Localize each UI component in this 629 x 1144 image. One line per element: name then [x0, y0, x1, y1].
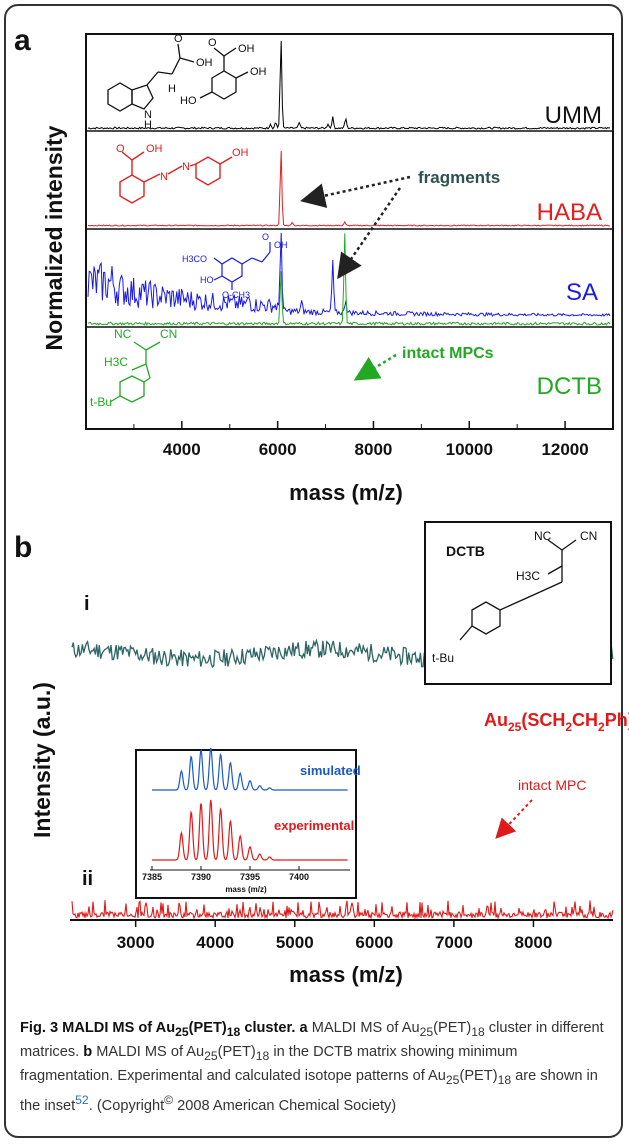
sa-ho-label: HO [200, 275, 214, 285]
sa-oh-label: OH [274, 240, 288, 250]
haba-o-label: O [116, 143, 125, 155]
trace-haba [87, 150, 611, 227]
haba-n2-label: N [182, 161, 190, 173]
sa-structure [213, 242, 271, 290]
panel-a-ylabel: Normalized intensity [41, 125, 67, 350]
figure-caption: Fig. 3 MALDI MS of Au25(PET)18 cluster. … [20, 1020, 604, 1114]
trace-ii-label: ii [82, 868, 93, 890]
umm-o-label: O [174, 33, 183, 45]
intact-mpc-arrow [495, 799, 533, 839]
isotope-xlabel: mass (m/z) [225, 885, 267, 894]
caption-copyright: (Copyright© 2008 American Chemical Socie… [96, 1092, 397, 1114]
xtick-b-label: 8000 [515, 933, 553, 952]
caption-a-label: a [299, 1020, 308, 1036]
haba-structure [119, 151, 233, 204]
caption-b-label: b [83, 1043, 93, 1060]
simulated-label: simulated [300, 763, 361, 778]
figure-svg: a Normalized intensity 4000 6000 8000 10000… [14, 24, 629, 987]
umm-ho-label: HO [180, 95, 197, 107]
xtick-a-label: 10000 [446, 440, 493, 459]
isotope-experimental-line [152, 799, 348, 861]
umm-n-label: N [144, 109, 152, 121]
umm-oh3-label: OH [250, 66, 267, 78]
dctb-inset-cn: CN [580, 529, 597, 543]
xtick-b-label: 7000 [435, 933, 473, 952]
fragments-arrow-2 [337, 187, 402, 280]
haba-oh-label: OH [146, 143, 163, 155]
panel-a-axes [85, 33, 614, 430]
umm-h-label: H [168, 83, 176, 95]
series-label-umm: UMM [545, 102, 602, 129]
trace-sa [87, 232, 611, 318]
caption-title: Fig. 3 MALDI MS of Au25(PET)18 cluster. [20, 1020, 296, 1039]
dctb-inset-box [424, 521, 612, 685]
xtick-b-label: 6000 [355, 933, 393, 952]
fragments-arrow-1 [300, 175, 411, 208]
xtick-b-label: 5000 [276, 933, 314, 952]
isotope-tick-label: 7385 [142, 872, 162, 882]
xtick-a-label: 6000 [259, 440, 297, 459]
dctb-inset-tbu: t-Bu [432, 651, 454, 665]
series-label-haba: HABA [537, 199, 602, 226]
trace-i-label: i [84, 593, 90, 615]
dctb-a-tbu-label: t-Bu [90, 395, 112, 409]
xtick-a-label: 12000 [541, 440, 588, 459]
dctb-inset-structure [459, 539, 577, 641]
isotope-simulated-line [152, 747, 348, 791]
panel-b-letter: b [14, 531, 32, 564]
panel-b-ylabel: Intensity (a.u.) [29, 682, 55, 838]
cluster-label: Au25(SCH2CH2Ph)18 [484, 710, 629, 734]
isotope-inset [135, 749, 357, 899]
haba-oh2-label: OH [232, 147, 249, 159]
dctb-inset-h3c: H3C [516, 569, 540, 583]
xtick-a-label: 4000 [163, 440, 201, 459]
isotope-tick-label: 7390 [191, 872, 211, 882]
series-label-sa: SA [566, 279, 598, 306]
panel-a-traces [87, 40, 611, 327]
dctb-inset-nc: NC [534, 529, 552, 543]
caption-a-text: MALDI MS of Au25(PET)18 cluster in diffe… [20, 1020, 604, 1060]
umm-oh1-label: OH [196, 57, 213, 69]
caption-b-text: MALDI MS of Au25(PET)18 in the DCTB matr… [20, 1043, 598, 1114]
xtick-b-label: 3000 [117, 933, 155, 952]
haba-n1-label: N [160, 171, 168, 183]
xtick-b-label: 4000 [196, 933, 234, 952]
trace-umm [87, 40, 611, 130]
trace-dctb [87, 233, 611, 327]
trace-ii-line [71, 899, 614, 920]
panel-b-xticks: 3000 4000 5000 6000 7000 8000 [117, 920, 553, 952]
dctb-structure-a [109, 341, 161, 403]
intact-arrow [353, 353, 397, 381]
umm-nh-label: H [144, 119, 152, 131]
panel-a-xticks: 4000 6000 8000 10000 12000 [133, 421, 614, 459]
xtick-a-label: 8000 [355, 440, 393, 459]
umm-structure [107, 43, 249, 112]
isotope-tick-label: 7395 [240, 872, 260, 882]
dctb-a-h3c-label: H3C [104, 355, 128, 369]
intact-annotation: intact MPCs [402, 345, 494, 362]
panel-a-xlabel: mass (m/z) [289, 480, 403, 505]
experimental-label: experimental [274, 818, 354, 833]
sa-och3-label: O-CH3 [222, 290, 250, 300]
sa-o-label: O [262, 232, 269, 242]
umm-o2-label: O [208, 37, 217, 49]
panel-a-letter: a [14, 24, 31, 57]
series-label-dctb: DCTB [537, 373, 602, 400]
dctb-a-cn-label: CN [160, 327, 177, 341]
dctb-inset-title: DCTB [446, 543, 485, 559]
dctb-a-nc-label: NC [114, 327, 132, 341]
caption-ref[interactable]: 52 [75, 1092, 89, 1107]
fragments-annotation: fragments [418, 168, 500, 187]
figure-frame [4, 4, 623, 1138]
panel-b-xlabel: mass (m/z) [289, 962, 403, 987]
isotope-traces [152, 747, 348, 861]
isotope-xticks: 7385 7390 7395 7400 [142, 866, 309, 882]
sa-h3co-label: H3CO [182, 254, 207, 264]
intact-mpc-label: intact MPC [518, 777, 586, 793]
umm-oh2-label: OH [238, 43, 255, 55]
isotope-tick-label: 7400 [289, 872, 309, 882]
